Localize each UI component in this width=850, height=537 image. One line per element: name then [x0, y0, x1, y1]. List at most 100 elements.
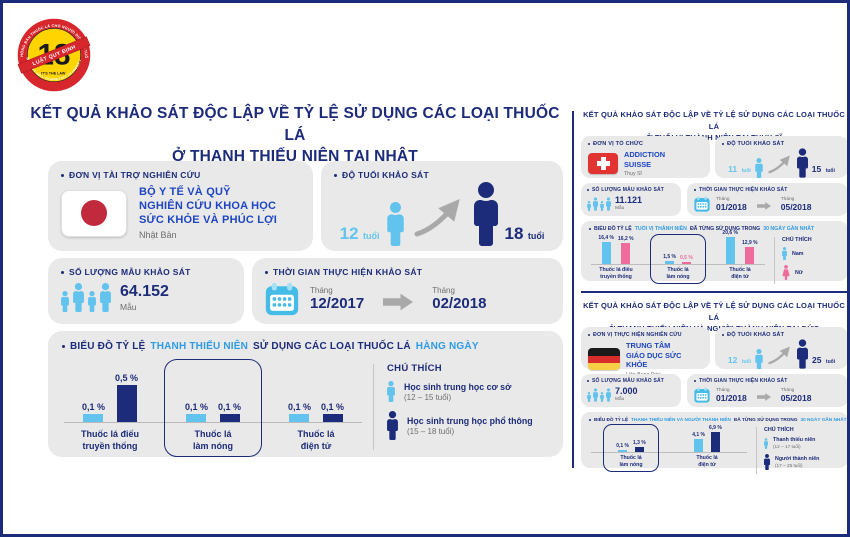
person-icon	[587, 392, 591, 402]
swiss-time-card: THỜI GIAN THỰC HIỆN KHẢO SÁT Tháng 01/20…	[687, 183, 847, 216]
chart-baseline	[64, 422, 362, 423]
large-person-icon	[797, 339, 808, 369]
bullet-dot	[588, 334, 590, 336]
bar-value: 0,1 %	[321, 402, 345, 412]
japan-sponsor-label: ĐƠN VỊ TÀI TRỢ NGHIÊN CỨU	[69, 170, 201, 180]
germany-time-label: THỜI GIAN THỰC HIỆN KHẢO SÁT	[699, 378, 788, 384]
bullet-dot	[589, 228, 591, 230]
swiss-age-label: ĐỘ TUỔI KHẢO SÁT	[727, 141, 785, 147]
category-label: Thuốc lá điện tử	[729, 267, 751, 280]
bar-junior	[83, 414, 104, 422]
people-icons	[587, 388, 611, 402]
small-person-icon	[386, 202, 404, 246]
germany-time-card: THỜI GIAN THỰC HIỆN KHẢO SÁT Tháng 01/20…	[687, 374, 847, 407]
bullet-dot	[694, 380, 696, 382]
page-title: KẾT QUẢ KHẢO SÁT ĐỘC LẬP VỀ TỶ LỆ SỬ DỤN…	[30, 105, 560, 166]
legend-item: Học sinh trung học cơ sở (12 – 15 tuổi)	[387, 381, 549, 402]
germany-age-card: ĐỘ TUỔI KHẢO SÁT 12 tuổi 25 tuổi	[715, 327, 847, 369]
person-icon	[600, 392, 604, 402]
bar-value: 0,5 %	[680, 255, 693, 261]
legend-divider	[756, 427, 757, 474]
chart-group-heated: 0,1 % 0,1 % Thuốc lá làm nóng	[164, 359, 262, 458]
swiss-org-name: ADDICTION SUISSE	[624, 150, 666, 169]
swiss-sample-label: SỐ LƯỢNG MẪU KHẢO SÁT	[592, 187, 665, 193]
chart-group-traditional: 0,1 % 0,5 % Thuốc lá điếu truyền thống	[68, 362, 152, 452]
bullet-dot	[587, 189, 589, 191]
person-icon	[593, 197, 598, 211]
japan-sponsor-country: Nhật Bản	[139, 230, 177, 241]
bullet-dot	[265, 270, 268, 274]
bullet-dot	[62, 345, 65, 348]
category-label: Thuốc lá điện tử	[297, 429, 335, 451]
swiss-sample-value: 11.121	[615, 195, 643, 205]
japan-chart-plot: 0,1 % 0,5 % Thuốc lá điếu truyền thống 0…	[62, 359, 364, 458]
bar-male	[725, 237, 735, 264]
highlight-box	[650, 234, 706, 284]
germany-chart-legend: CHÚ THÍCH Thanh thiếu niên (12 – 17 tuổi…	[764, 426, 840, 475]
japan-age-from: 12 tuổi	[339, 224, 380, 243]
swiss-time-from: Tháng 01/2018	[716, 196, 747, 212]
japan-sponsor-name: BỘ Y TẾ VÀ QUỸ NGHIÊN CỨU KHOA HỌC SỨC K…	[139, 186, 278, 226]
legend-title: CHÚ THÍCH	[387, 363, 442, 374]
category-label: Thuốc lá làm nóng	[193, 429, 233, 451]
bar-value: 16,4 %	[598, 235, 614, 241]
bar-value: 4,1 %	[692, 432, 705, 438]
germany-org-name: TRUNG TÂM GIÁO DỤC SỨC KHỎE	[626, 341, 682, 370]
person-icon	[88, 291, 96, 312]
logo-tagline: IT'S THE LAW	[41, 72, 66, 76]
germany-age-from: 12 tuổi	[727, 355, 751, 365]
female-person-icon	[782, 265, 790, 280]
junior-person-icon	[387, 381, 395, 402]
japan-time-to: Tháng 02/2018	[432, 286, 487, 312]
legend-title: CHÚ THÍCH	[782, 237, 812, 243]
chart-baseline	[591, 452, 747, 453]
swiss-sample-unit: Mẫu	[615, 206, 625, 211]
people-icons	[61, 283, 111, 312]
swiss-age-card: ĐỘ TUỔI KHẢO SÁT 11 tuổi 15 tuổi	[715, 136, 847, 178]
male-person-icon	[782, 247, 787, 260]
no-sale-under-18-logo: KHÔNG BÁN THUỐC LÁ CHO NGƯỜI DƯỚI 18 TUỔ…	[17, 18, 91, 92]
germany-time-from: Tháng 01/2018	[716, 387, 747, 403]
bar-senior	[322, 414, 343, 422]
small-person-icon	[755, 158, 763, 178]
japan-sample-card: SỐ LƯỢNG MẪU KHẢO SÁT 64.152 Mẫu	[48, 258, 244, 324]
bullet-dot	[588, 143, 590, 145]
germany-org-card: ĐƠN VỊ THỰC HIỆN NGHIÊN CỨU TRUNG TÂM GI…	[581, 327, 710, 378]
chart-group-ecig: 20,6 % 12,9 % Thuốc lá điện tử	[717, 230, 763, 281]
bar-value: 0,1 %	[218, 402, 242, 412]
highlight-box	[603, 424, 659, 472]
japan-time-from: Tháng 12/2017	[310, 286, 365, 312]
bullet-dot	[722, 334, 724, 336]
japan-sample-unit: Mẫu	[120, 302, 137, 312]
bar-junior	[186, 414, 207, 422]
germany-flag-icon	[588, 348, 620, 371]
growth-arrow-icon	[768, 346, 790, 365]
bar-female	[745, 247, 755, 264]
growth-arrow-icon	[414, 198, 460, 237]
legend-item: Nam	[782, 247, 840, 260]
germany-org-label: ĐƠN VỊ THỰC HIỆN NGHIÊN CỨU	[593, 332, 682, 338]
calendar-icon	[265, 282, 299, 316]
legend-item: Người thành niên (17 – 25 tuổi)	[764, 454, 840, 470]
bar-adolescent	[618, 450, 628, 452]
panel-divider	[581, 291, 847, 293]
small-person-icon	[755, 349, 763, 369]
calendar-icon	[694, 387, 710, 403]
bar-value: 0,1 %	[287, 402, 311, 412]
bar-value: 1,5 %	[663, 254, 676, 260]
germany-chart-plot: 0,1 % 1,3 % Thuốc lá làm nóng 4,1 % 6,9 …	[589, 424, 749, 475]
chart-group-traditional: 16,4 % 16,2 % Thuốc lá điếu truyền thống	[593, 235, 639, 281]
swiss-chart-card: BIỂU ĐỒ TỶ LỆ TUỔI VỊ THÀNH NIÊN ĐÃ TỪNG…	[581, 221, 847, 284]
bar-female	[681, 262, 691, 264]
legend-item: Nữ	[782, 265, 840, 280]
bar-adult	[710, 432, 720, 452]
japan-age-card: ĐỘ TUỔI KHẢO SÁT 12 tuổi 18 tuổi	[321, 161, 563, 251]
large-person-icon	[796, 148, 808, 178]
swiss-sample-card: SỐ LƯỢNG MẪU KHẢO SÁT 11.121 Mẫu	[581, 183, 681, 216]
calendar-icon	[694, 196, 710, 212]
japan-sponsor-card: ĐƠN VỊ TÀI TRỢ NGHIÊN CỨU BỘ Y TẾ VÀ QUỸ…	[48, 161, 313, 251]
swiss-org-country: Thụy Sĩ	[624, 171, 642, 178]
legend-item: Học sinh trung học phổ thông (15 – 18 tu…	[387, 411, 549, 440]
japan-chart-card: BIỂU ĐỒ TỶ LỆ THANH THIẾU NIÊN SỬ DỤNG C…	[48, 331, 563, 458]
